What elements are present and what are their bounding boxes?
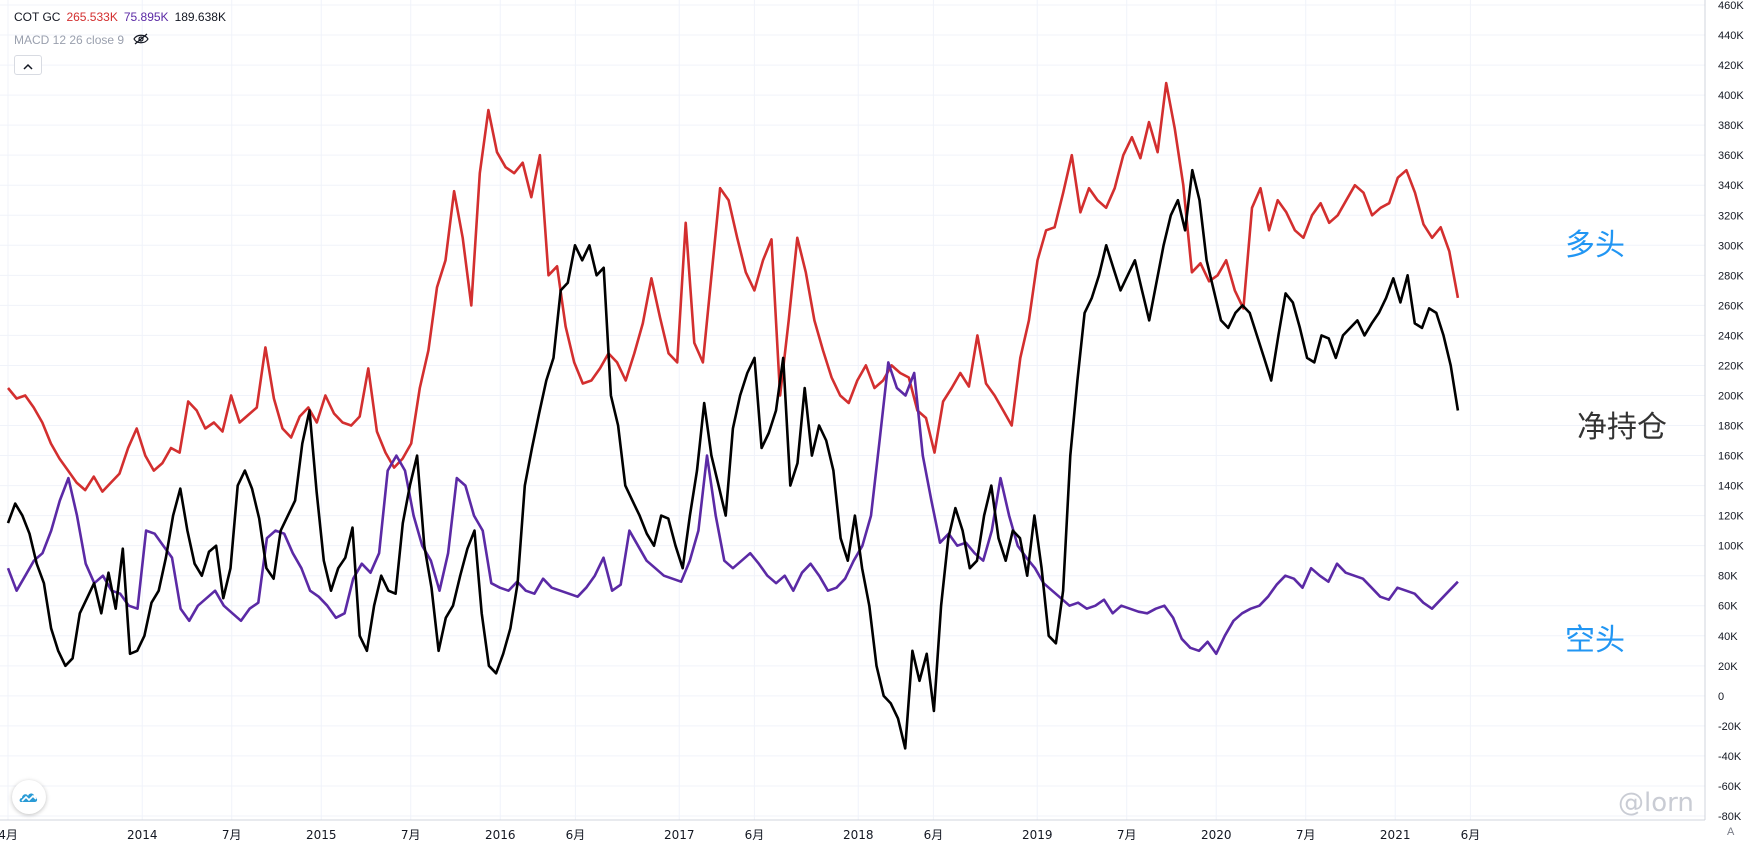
time-axis-labels: 4月 2014 7月 2015 7月 2016 6月 2017 6月 2018 6月 2019 7月 20… — [0, 828, 1480, 842]
legend-net-value: 189.638K — [174, 10, 226, 24]
x-tick-label: 7月 — [401, 828, 421, 842]
auto-scale-button[interactable]: A — [1727, 826, 1735, 838]
y-tick-label: 20K — [1718, 661, 1738, 673]
watermark: @lorn — [1618, 788, 1694, 818]
x-tick-label: 2019 — [1022, 828, 1053, 842]
y-tick-label: 220K — [1718, 360, 1744, 372]
x-tick-label: 7月 — [222, 828, 242, 842]
y-tick-label: -40K — [1718, 751, 1742, 763]
y-tick-label: 440K — [1718, 30, 1744, 42]
horizontal-gridlines — [0, 4, 1705, 817]
y-tick-label: 40K — [1718, 631, 1738, 643]
y-tick-label: 280K — [1718, 270, 1744, 282]
y-tick-label: 340K — [1718, 180, 1744, 192]
cloud-chart-icon — [19, 793, 38, 802]
indicator-label[interactable]: MACD 12 26 close 9 — [14, 33, 125, 47]
x-tick-label: 2015 — [306, 828, 337, 842]
annotation-long: 多头 — [1565, 228, 1625, 263]
x-tick-label: 6月 — [924, 828, 944, 842]
y-tick-label: 320K — [1718, 210, 1744, 222]
collapse-legend-button[interactable] — [14, 55, 42, 75]
y-tick-label: 260K — [1718, 300, 1744, 312]
y-tick-label: 200K — [1718, 390, 1744, 402]
y-tick-label: 460K — [1718, 0, 1744, 12]
annotation-short: 空头 — [1565, 623, 1625, 658]
price-axis-labels: -80K -60K -40K -20K 0 20K 40K 60K 80K 100K 120K 140… — [1718, 0, 1744, 823]
y-tick-label: 160K — [1718, 451, 1744, 463]
series-line-short[interactable] — [6, 361, 1459, 656]
x-tick-label: 2021 — [1380, 828, 1411, 842]
y-tick-label: 360K — [1718, 150, 1744, 162]
legend-symbol[interactable]: COT GC — [14, 10, 61, 24]
y-tick-label: -60K — [1718, 781, 1742, 793]
x-tick-label: 7月 — [1117, 828, 1137, 842]
indicator-row[interactable]: MACD 12 26 close 9 — [14, 33, 150, 48]
legend-short-value: 75.895K — [123, 10, 169, 24]
x-tick-label: 6月 — [745, 828, 765, 842]
price-axis-background[interactable] — [1705, 0, 1757, 853]
y-tick-label: 420K — [1718, 60, 1744, 72]
y-tick-label: 0 — [1718, 691, 1724, 703]
y-tick-label: 300K — [1718, 240, 1744, 252]
legend-long-value: 265.533K — [66, 10, 118, 24]
y-tick-label: 240K — [1718, 330, 1744, 342]
x-tick-label: 6月 — [566, 828, 586, 842]
y-tick-label: 180K — [1718, 421, 1744, 433]
chevron-up-icon — [23, 63, 33, 70]
x-tick-label: 4月 — [0, 828, 18, 842]
x-tick-label: 2018 — [843, 828, 874, 842]
legend: COT GC 265.533K 75.895K 189.638K — [14, 10, 232, 24]
y-tick-label: 100K — [1718, 541, 1744, 553]
y-tick-label: 400K — [1718, 90, 1744, 102]
series-layer — [6, 81, 1460, 750]
time-axis-background[interactable] — [0, 820, 1705, 853]
annotation-net: 净持仓 — [1577, 410, 1667, 445]
series-line-long[interactable] — [6, 81, 1460, 493]
y-tick-label: 380K — [1718, 120, 1744, 132]
y-tick-label: 80K — [1718, 571, 1738, 583]
y-tick-label: 120K — [1718, 511, 1744, 523]
x-tick-label: 2014 — [127, 828, 158, 842]
y-tick-label: 140K — [1718, 481, 1744, 493]
watermark-text: @lorn — [1618, 788, 1694, 818]
eye-crossed-icon[interactable] — [133, 33, 150, 48]
x-tick-label: 2016 — [485, 828, 516, 842]
x-tick-label: 6月 — [1461, 828, 1481, 842]
series-line-net[interactable] — [6, 168, 1460, 750]
x-tick-label: 2020 — [1201, 828, 1232, 842]
x-tick-label: 2017 — [664, 828, 695, 842]
y-tick-label: -20K — [1718, 721, 1742, 733]
tradingview-logo-button[interactable] — [12, 780, 46, 814]
vertical-gridlines — [7, 0, 1471, 820]
y-tick-label: 60K — [1718, 601, 1738, 613]
x-tick-label: 7月 — [1296, 828, 1316, 842]
y-tick-label: -80K — [1718, 811, 1742, 823]
